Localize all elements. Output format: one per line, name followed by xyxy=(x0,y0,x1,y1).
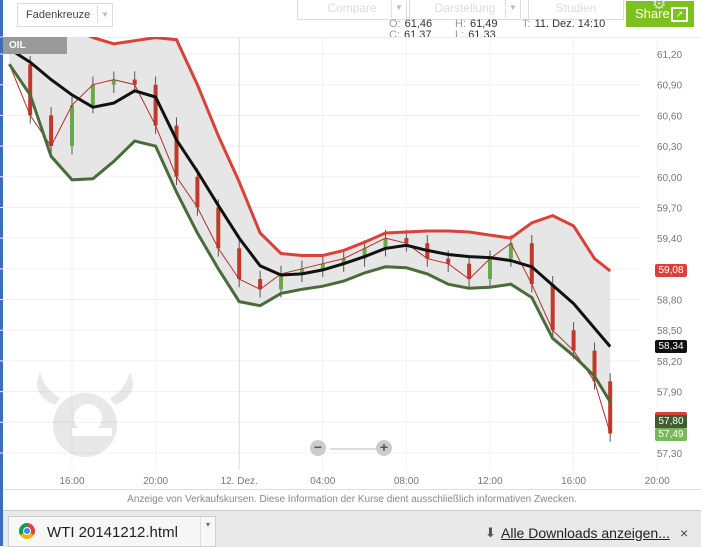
candle-body xyxy=(70,105,74,147)
x-tick-label: 12:00 xyxy=(477,476,502,487)
y-tick-label: 61,20 xyxy=(657,50,682,61)
price-marker xyxy=(655,412,687,415)
candle-body xyxy=(446,258,451,264)
gear-icon[interactable]: ⚙ xyxy=(652,0,667,13)
window-border xyxy=(0,0,3,546)
candle-body xyxy=(362,248,367,259)
x-tick-label: 08:00 xyxy=(394,476,419,487)
y-tick-label: 59,40 xyxy=(657,234,682,245)
candle-body xyxy=(383,238,388,249)
crosshair-select[interactable]: Fadenkreuze ▼ xyxy=(17,3,113,27)
candle-body xyxy=(174,125,179,177)
lower-band-line xyxy=(8,63,612,403)
y-tick-label: 58,50 xyxy=(657,326,682,337)
y-tick-label: 60,30 xyxy=(657,142,682,153)
candle-body xyxy=(467,263,472,280)
moving-average-line xyxy=(8,47,612,348)
candle-body xyxy=(320,263,325,269)
upper-band-badge: 59,08 xyxy=(655,264,687,277)
instrument-label: OIL xyxy=(3,37,67,54)
x-tick-label: 20:00 xyxy=(645,476,670,487)
x-tick-label: 20:00 xyxy=(143,476,168,487)
y-tick-label: 60,60 xyxy=(657,111,682,122)
y-tick-label: 58,20 xyxy=(657,357,682,368)
upper-band-line xyxy=(9,21,612,273)
candle-body xyxy=(237,248,242,280)
y-tick-label: 58,80 xyxy=(657,296,682,307)
y-tick-label: 57,30 xyxy=(657,449,682,460)
last-price-badge: 57,49 xyxy=(655,428,687,441)
download-file-name: WTI 20141212.html xyxy=(47,524,178,541)
chrome-icon xyxy=(19,523,35,539)
candle-body xyxy=(608,381,613,434)
candle-body xyxy=(111,79,116,85)
close-icon[interactable]: × xyxy=(680,525,689,541)
bollinger-band-fill xyxy=(9,23,611,402)
download-item[interactable]: WTI 20141212.html ▾ xyxy=(8,516,216,547)
zoom-slider[interactable] xyxy=(330,448,376,450)
candle-body xyxy=(592,350,597,382)
price-line xyxy=(8,64,611,434)
share-label: Share xyxy=(635,6,670,21)
candle-body xyxy=(195,176,200,208)
candle-body xyxy=(258,279,263,290)
y-tick-label: 59,70 xyxy=(657,203,682,214)
chevron-down-icon: ▼ xyxy=(391,0,406,17)
x-tick-label: 16:00 xyxy=(561,476,586,487)
chevron-down-icon: ▼ xyxy=(505,0,520,17)
ohlc-time: T: 11. Dez. 14:10 xyxy=(522,19,606,30)
price-chart[interactable]: 61,2060,9060,6060,3060,0059,7059,4059,10… xyxy=(0,0,701,490)
y-tick-label: 60,90 xyxy=(657,81,682,92)
moving-average-badge: 58,34 xyxy=(655,340,687,353)
chart-toolbar: Fadenkreuze ▼ Compare ▼ Darstellung ▼ St… xyxy=(3,0,701,37)
x-tick-label: 12. Dez. xyxy=(221,476,258,487)
y-tick-label: 57,90 xyxy=(657,388,682,399)
share-icon: ↗ xyxy=(671,7,688,22)
x-tick-label: 16:00 xyxy=(59,476,84,487)
candle-body xyxy=(571,330,576,351)
candle-body xyxy=(550,284,555,331)
zoom-in-button[interactable]: + xyxy=(376,440,392,456)
show-all-downloads-link[interactable]: Alle Downloads anzeigen... xyxy=(501,525,670,541)
download-options-button[interactable]: ▾ xyxy=(200,517,215,546)
ohlc-high: H: 61,49 L: 61,33 xyxy=(455,19,498,37)
compare-select-value: Compare xyxy=(327,1,377,15)
compare-select[interactable]: Compare ▼ xyxy=(297,0,407,20)
candle-body xyxy=(216,207,221,249)
candle-body xyxy=(279,273,283,290)
zoom-control: − + xyxy=(310,440,394,458)
candle-body xyxy=(404,238,409,244)
candle-body xyxy=(529,243,534,285)
download-icon: ⬇ xyxy=(485,525,496,540)
logo-watermark xyxy=(37,372,133,457)
x-tick-label: 04:00 xyxy=(310,476,335,487)
candle-body xyxy=(488,258,492,280)
candle-body xyxy=(132,79,137,85)
candle-body xyxy=(153,84,158,126)
crosshair-select-value: Fadenkreuze xyxy=(26,9,91,21)
lower-band-badge: 57,80 xyxy=(655,415,687,428)
candle-body xyxy=(341,258,346,264)
zoom-out-button[interactable]: − xyxy=(310,440,326,456)
candle-body xyxy=(49,115,54,147)
ohlc-open: O: 61,46 C: 61,37 xyxy=(389,19,433,37)
candle-body xyxy=(90,84,95,106)
y-tick-label: 60,00 xyxy=(657,173,682,184)
download-bar: WTI 20141212.html ▾ ⬇ Alle Downloads anz… xyxy=(3,510,701,547)
display-select-value: Darstellung xyxy=(434,1,496,15)
share-button[interactable]: Share ↗ ⚙ xyxy=(626,0,694,27)
chevron-down-icon: ▼ xyxy=(97,6,112,24)
candle-body xyxy=(508,243,513,259)
disclaimer: Anzeige von Verkaufskursen. Diese Inform… xyxy=(3,489,701,510)
display-select[interactable]: Darstellung ▼ xyxy=(409,0,521,20)
studies-select[interactable]: Studien xyxy=(528,0,624,20)
studies-select-value: Studien xyxy=(555,1,597,15)
candle-body xyxy=(28,64,33,116)
candle-body xyxy=(299,268,304,274)
